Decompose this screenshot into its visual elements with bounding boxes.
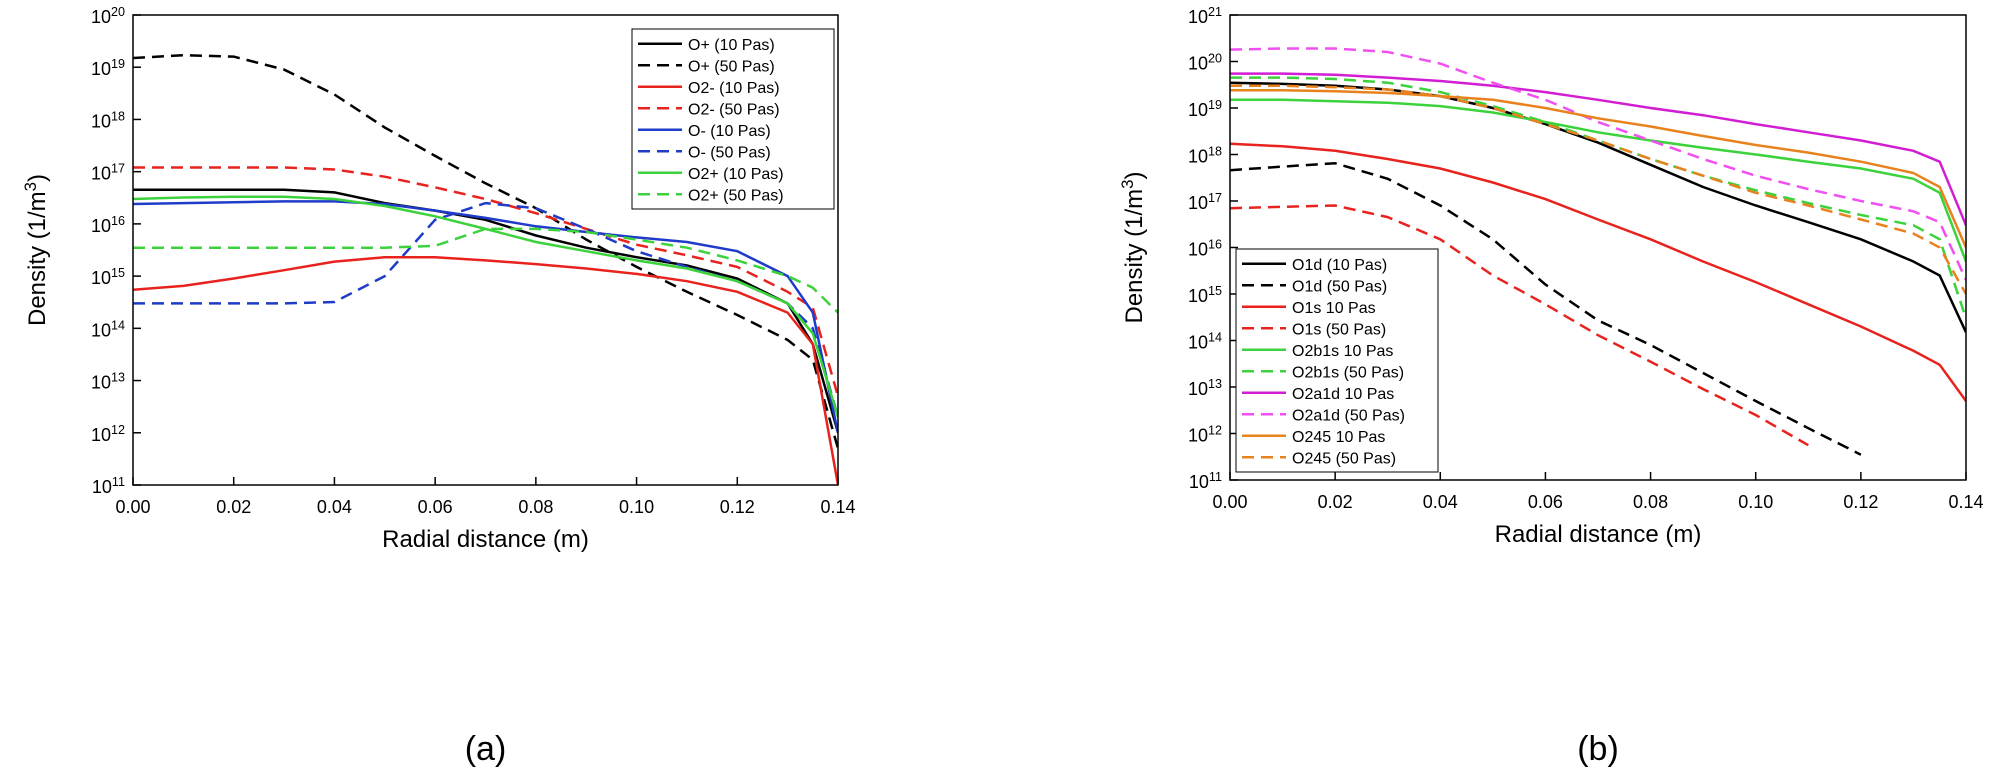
x-tick-label: 0.14 — [1948, 492, 1983, 512]
y-tick-label: 1014 — [91, 318, 125, 340]
x-tick-label: 0.10 — [1738, 492, 1773, 512]
series-line — [1230, 161, 1862, 456]
series-line — [1230, 84, 1966, 295]
legend-label: O+ (50 Pas) — [688, 58, 775, 75]
panel: 0.00 0.02 0.04 0.06 0.08 0.10 0.12 0.14 1011 1012… — [1118, 5, 1984, 768]
legend-label: O1d (10 Pas) — [1292, 257, 1387, 274]
series-line — [1230, 47, 1966, 281]
legend-label: O2- (50 Pas) — [688, 101, 780, 118]
series-line — [1230, 98, 1966, 262]
x-axis-label: Radial distance (m) — [382, 526, 589, 553]
y-tick-label: 1014 — [1188, 331, 1222, 353]
y-axis-label: Density (1/m3) — [1118, 171, 1149, 323]
y-tick-label: 1021 — [1188, 5, 1222, 27]
x-tick-label: 0.08 — [1633, 492, 1668, 512]
y-tick-label: 1011 — [92, 475, 125, 497]
y-tick-label: 1017 — [91, 162, 125, 184]
legend-label: O2b1s 10 Pas — [1292, 343, 1393, 360]
series-line — [1230, 81, 1966, 333]
series-line — [133, 188, 838, 434]
series-line — [133, 195, 838, 418]
x-axis-label: Radial distance (m) — [1495, 521, 1702, 548]
y-tick-label: 1017 — [1188, 191, 1222, 213]
x-tick-label: 0.00 — [115, 497, 150, 517]
plot-lines — [1230, 47, 1966, 456]
x-tick-label: 0.06 — [1528, 492, 1563, 512]
x-tick-label: 0.06 — [418, 497, 453, 517]
x-tick-label: 0.12 — [720, 497, 755, 517]
y-tick-label: 1015 — [1188, 284, 1222, 306]
x-tick-label: 0.02 — [1318, 492, 1353, 512]
x-tick-label: 0.02 — [216, 497, 251, 517]
series-line — [133, 200, 838, 434]
panel-label: (b) — [1577, 730, 1619, 768]
y-tick-label: 1011 — [1189, 470, 1222, 492]
y-tick-label: 1018 — [1188, 145, 1222, 167]
legend-label: O2+ (50 Pas) — [688, 187, 784, 204]
series-line — [1230, 204, 1809, 447]
y-tick-label: 1020 — [1188, 52, 1222, 74]
x-tick-label: 0.04 — [317, 497, 352, 517]
x-tick-label: 0.04 — [1423, 492, 1458, 512]
series-line — [1230, 72, 1966, 226]
y-tick-label: 1012 — [91, 423, 125, 445]
plot-frame — [1229, 14, 1967, 481]
y-tick-label: 1013 — [1188, 377, 1222, 399]
y-axis-label: Density (1/m3) — [21, 174, 52, 326]
legend: O+ (10 Pas) O+ (50 Pas) O2- (10 Pas) O2- (5… — [631, 28, 835, 210]
legend-label: O1d (50 Pas) — [1292, 278, 1387, 295]
y-tick-label: 1019 — [91, 57, 125, 79]
series-line — [133, 166, 838, 397]
y-tick-label: 1020 — [91, 5, 125, 27]
legend-label: O- (50 Pas) — [688, 144, 771, 161]
legend-label: O2b1s (50 Pas) — [1292, 364, 1404, 381]
legend-label: O1s (50 Pas) — [1292, 321, 1386, 338]
legend-label: O2a1d (50 Pas) — [1292, 407, 1405, 424]
legend-label: O2a1d 10 Pas — [1292, 386, 1394, 403]
series-line — [133, 227, 838, 314]
legend-label: O- (10 Pas) — [688, 123, 771, 140]
y-tick-label: 1018 — [91, 109, 125, 131]
legend-label: O1s 10 Pas — [1292, 300, 1376, 317]
panel-label: (a) — [465, 730, 507, 768]
series-line — [1230, 142, 1966, 402]
y-tick-label: 1012 — [1188, 424, 1222, 446]
legend-label: O+ (10 Pas) — [688, 37, 775, 54]
y-tick-label: 1016 — [1188, 238, 1222, 260]
y-tick-label: 1019 — [1188, 98, 1222, 120]
x-tick-label: 0.08 — [518, 497, 553, 517]
legend-label: O245 10 Pas — [1292, 429, 1385, 446]
legend-box — [631, 28, 835, 210]
legend-label: O2- (10 Pas) — [688, 80, 780, 97]
legend-label: O245 (50 Pas) — [1292, 450, 1396, 467]
x-tick-label: 0.00 — [1212, 492, 1247, 512]
series-line — [133, 201, 838, 418]
plot-frame — [132, 14, 839, 486]
legend-label: O2+ (10 Pas) — [688, 166, 784, 183]
panel: 0.00 0.02 0.04 0.06 0.08 0.10 0.12 0.14 1011 1012… — [21, 5, 856, 768]
x-tick-label: 0.10 — [619, 497, 654, 517]
y-tick-label: 1015 — [91, 266, 125, 288]
legend: O1d (10 Pas) O1d (50 Pas) O1s 10 Pas O1s (5… — [1235, 248, 1439, 473]
series-line — [133, 255, 838, 485]
x-tick-label: 0.14 — [820, 497, 855, 517]
x-tick-label: 0.12 — [1843, 492, 1878, 512]
plot-lines — [133, 53, 838, 485]
y-tick-label: 1016 — [91, 214, 125, 236]
series-line — [1230, 89, 1966, 248]
y-tick-label: 1013 — [91, 371, 125, 393]
